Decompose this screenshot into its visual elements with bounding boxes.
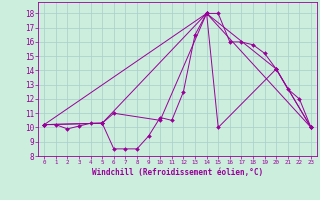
X-axis label: Windchill (Refroidissement éolien,°C): Windchill (Refroidissement éolien,°C) [92,168,263,177]
